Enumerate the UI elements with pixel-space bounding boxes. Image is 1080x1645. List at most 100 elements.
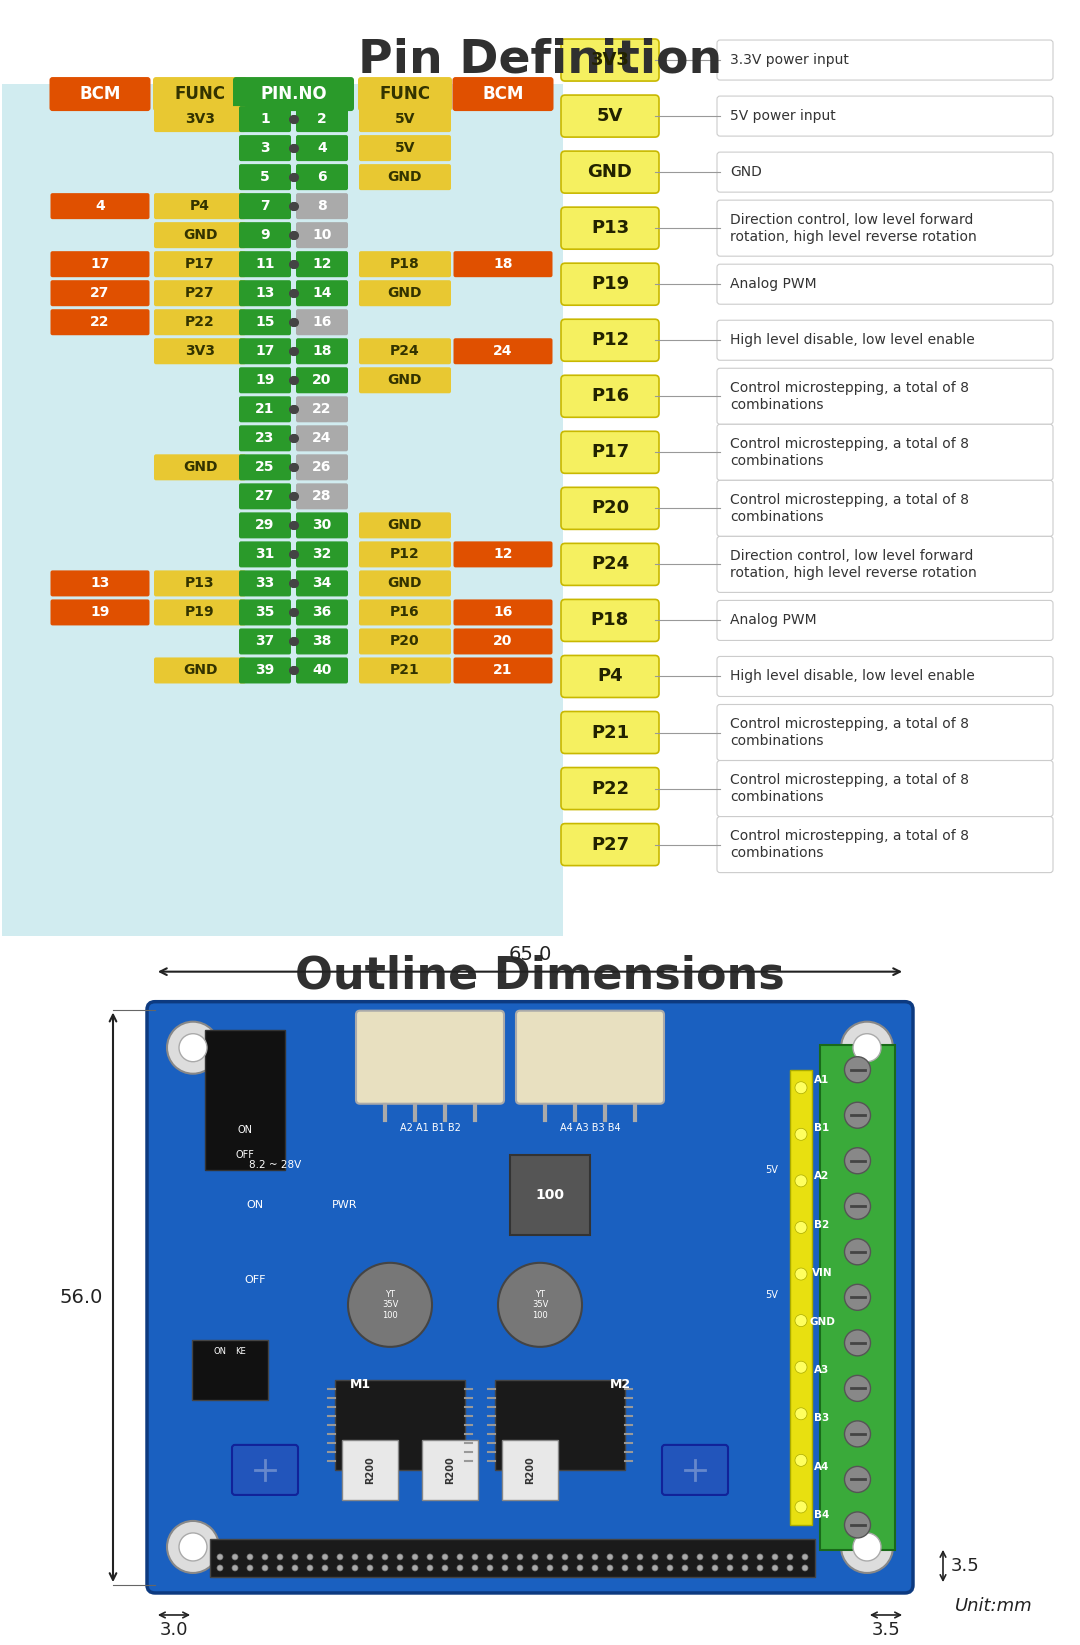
FancyBboxPatch shape — [510, 1155, 590, 1235]
FancyBboxPatch shape — [717, 368, 1053, 424]
FancyBboxPatch shape — [495, 1380, 625, 1471]
FancyBboxPatch shape — [239, 367, 291, 393]
Circle shape — [787, 1564, 793, 1571]
FancyBboxPatch shape — [296, 252, 348, 278]
Circle shape — [262, 1564, 268, 1571]
Text: 5V: 5V — [597, 107, 623, 125]
FancyBboxPatch shape — [51, 192, 149, 219]
FancyBboxPatch shape — [296, 280, 348, 306]
Text: P17: P17 — [591, 443, 629, 461]
Text: Analog PWM: Analog PWM — [730, 614, 816, 627]
Text: OFF: OFF — [235, 1150, 255, 1160]
FancyBboxPatch shape — [239, 512, 291, 538]
FancyBboxPatch shape — [359, 512, 451, 538]
Text: 6: 6 — [318, 169, 327, 184]
FancyBboxPatch shape — [296, 367, 348, 393]
Text: Control microstepping, a total of 8
combinations: Control microstepping, a total of 8 comb… — [730, 380, 969, 411]
Circle shape — [742, 1555, 748, 1559]
Text: 33: 33 — [255, 576, 274, 591]
Text: 28: 28 — [312, 489, 332, 503]
FancyBboxPatch shape — [154, 454, 246, 480]
FancyBboxPatch shape — [239, 309, 291, 336]
FancyBboxPatch shape — [359, 164, 451, 191]
Text: GND: GND — [388, 576, 422, 591]
FancyBboxPatch shape — [717, 265, 1053, 304]
FancyBboxPatch shape — [154, 571, 246, 597]
Text: GND: GND — [809, 1316, 835, 1326]
Text: PIN.NO: PIN.NO — [260, 86, 327, 104]
Circle shape — [841, 1522, 893, 1573]
Text: B4: B4 — [814, 1510, 829, 1520]
Text: 7: 7 — [260, 199, 270, 214]
Text: 30: 30 — [312, 518, 332, 533]
Text: 25: 25 — [255, 461, 274, 474]
Circle shape — [498, 1263, 582, 1347]
FancyBboxPatch shape — [561, 487, 659, 530]
FancyBboxPatch shape — [453, 77, 554, 112]
FancyBboxPatch shape — [239, 571, 291, 597]
Circle shape — [845, 1239, 870, 1265]
Circle shape — [232, 1564, 238, 1571]
Circle shape — [487, 1564, 492, 1571]
FancyBboxPatch shape — [454, 658, 553, 683]
Text: 40: 40 — [312, 663, 332, 678]
Circle shape — [382, 1555, 388, 1559]
FancyBboxPatch shape — [561, 95, 659, 137]
Text: 56.0: 56.0 — [59, 1288, 103, 1306]
FancyBboxPatch shape — [239, 252, 291, 278]
FancyBboxPatch shape — [296, 396, 348, 423]
FancyBboxPatch shape — [359, 280, 451, 306]
FancyBboxPatch shape — [51, 252, 149, 278]
Text: P4: P4 — [190, 199, 210, 214]
Circle shape — [307, 1555, 313, 1559]
Text: A4: A4 — [814, 1461, 829, 1472]
Circle shape — [637, 1564, 643, 1571]
Text: 65.0: 65.0 — [509, 944, 552, 964]
Text: 3.5: 3.5 — [951, 1556, 980, 1574]
Text: ON: ON — [214, 1347, 227, 1357]
Circle shape — [179, 1033, 207, 1061]
FancyBboxPatch shape — [717, 600, 1053, 640]
Text: 24: 24 — [312, 431, 332, 446]
Text: 19: 19 — [91, 605, 110, 620]
Text: P21: P21 — [591, 724, 629, 742]
FancyBboxPatch shape — [50, 77, 150, 112]
Circle shape — [292, 1555, 298, 1559]
Text: P18: P18 — [390, 257, 420, 271]
Circle shape — [845, 1329, 870, 1355]
Circle shape — [795, 1454, 807, 1466]
FancyBboxPatch shape — [296, 222, 348, 248]
Text: Unit:mm: Unit:mm — [955, 1597, 1032, 1615]
FancyBboxPatch shape — [51, 571, 149, 597]
Circle shape — [845, 1375, 870, 1402]
Circle shape — [337, 1555, 343, 1559]
Circle shape — [845, 1148, 870, 1175]
FancyBboxPatch shape — [717, 704, 1053, 760]
Text: ON: ON — [246, 1199, 264, 1209]
FancyBboxPatch shape — [296, 135, 348, 161]
Text: P22: P22 — [185, 316, 215, 329]
Text: BCM: BCM — [483, 86, 524, 104]
Circle shape — [622, 1564, 627, 1571]
FancyBboxPatch shape — [561, 543, 659, 586]
Text: GND: GND — [183, 229, 217, 242]
Circle shape — [562, 1555, 568, 1559]
Text: P16: P16 — [591, 387, 629, 405]
FancyBboxPatch shape — [239, 192, 291, 219]
FancyBboxPatch shape — [296, 339, 348, 364]
Circle shape — [845, 1056, 870, 1082]
Circle shape — [795, 1175, 807, 1188]
Text: P18: P18 — [591, 612, 630, 630]
Text: 14: 14 — [312, 286, 332, 299]
Text: 5V: 5V — [395, 112, 415, 127]
Circle shape — [787, 1555, 793, 1559]
Circle shape — [167, 1522, 219, 1573]
Circle shape — [262, 1555, 268, 1559]
Text: GND: GND — [183, 663, 217, 678]
Text: Outline Dimensions: Outline Dimensions — [295, 954, 785, 997]
FancyBboxPatch shape — [239, 280, 291, 306]
FancyBboxPatch shape — [359, 541, 451, 568]
Circle shape — [577, 1564, 583, 1571]
Circle shape — [795, 1222, 807, 1234]
Text: B2: B2 — [814, 1221, 829, 1230]
